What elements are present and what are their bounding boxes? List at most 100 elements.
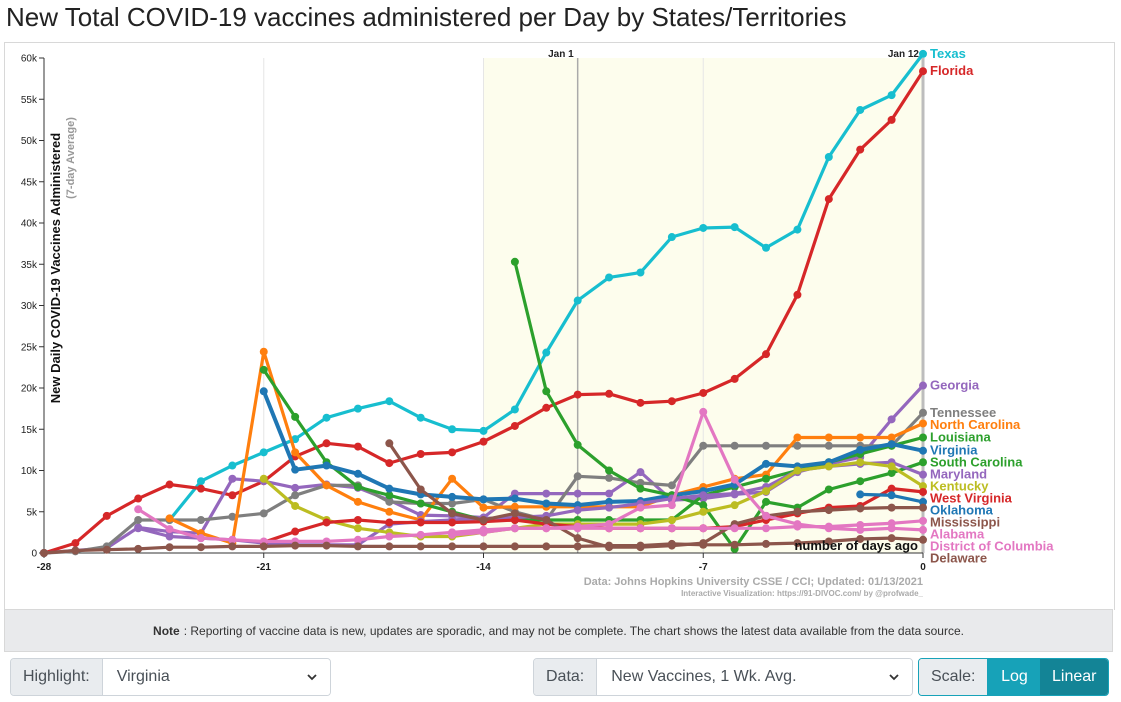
data-point: [762, 511, 771, 520]
data-point: [416, 518, 425, 527]
date-marker-label: Jan 1: [548, 49, 574, 60]
data-point: [919, 381, 927, 390]
series-label: Oklahoma: [930, 503, 994, 518]
data-point: [919, 503, 927, 512]
data-point: [385, 459, 394, 468]
data-point: [102, 545, 111, 554]
series-label: District of Columbia: [930, 539, 1054, 554]
data-point: [134, 505, 143, 514]
data-point: [730, 489, 739, 498]
data-point: [887, 484, 896, 493]
data-point: [353, 404, 362, 413]
data-point: [919, 408, 927, 417]
data-point: [385, 397, 394, 406]
data-point: [699, 507, 708, 516]
data-point: [510, 509, 519, 518]
data-point: [699, 388, 708, 397]
data-point: [919, 516, 927, 525]
data-point: [762, 474, 771, 483]
line-chart: Jan 1 Jan 12 0 5k 10k 15k 20k 25k 30k 35k 40k 45k 5…: [21, 46, 1054, 598]
data-select[interactable]: New Vaccines, 1 Wk. Avg.: [597, 659, 912, 695]
data-point: [793, 290, 802, 299]
data-point: [605, 541, 614, 550]
data-point: [573, 296, 582, 305]
data-point: [479, 528, 488, 537]
data-point: [542, 542, 551, 551]
data-point: [479, 516, 488, 524]
data-point: [510, 257, 519, 266]
data-point: [196, 516, 205, 524]
scale-linear-button[interactable]: Linear: [1040, 659, 1108, 695]
data-point: [165, 532, 174, 541]
data-point: [448, 492, 457, 501]
data-point: [228, 542, 237, 551]
data-point: [636, 398, 645, 407]
data-point: [730, 540, 739, 549]
data-point: [605, 489, 614, 498]
data-point: [510, 516, 519, 524]
data-point: [667, 233, 676, 242]
data-point: [542, 516, 551, 524]
data-point: [291, 541, 300, 550]
series-group: [40, 534, 927, 557]
series-label: Tennessee: [930, 405, 996, 420]
series-label: Louisiana: [930, 430, 991, 445]
data-point: [919, 482, 927, 491]
data-point: [196, 477, 205, 486]
data-point: [291, 412, 300, 421]
note-label: Note: [153, 623, 180, 638]
data-point: [228, 512, 237, 521]
data-point: [699, 501, 708, 510]
data-point: [259, 387, 268, 396]
data-point: [824, 462, 833, 471]
data-point: [856, 445, 865, 454]
series-label: Alabama: [930, 527, 985, 542]
y-tick-label: 20k: [21, 384, 38, 395]
highlight-select[interactable]: Virginia: [102, 659, 330, 695]
data-point: [887, 491, 896, 500]
data-point: [636, 478, 645, 487]
data-point: [605, 520, 614, 529]
data-point: [448, 530, 457, 539]
data-select-value: New Vaccines, 1 Wk. Avg.: [611, 668, 797, 685]
highlight-control: Highlight: Virginia: [10, 658, 331, 696]
data-point: [165, 480, 174, 489]
data-point: [385, 542, 394, 551]
series-label: Texas: [930, 46, 966, 61]
series-label: West Virginia: [930, 491, 1013, 506]
note-bar: Note: Reporting of vaccine data is new, …: [4, 609, 1113, 652]
y-tick-label: 30k: [21, 301, 38, 312]
data-point: [542, 348, 551, 357]
data-point: [762, 459, 771, 468]
data-point: [385, 491, 394, 500]
data-point: [416, 485, 425, 494]
credit-text: Interactive Visualization: https://91-DI…: [681, 589, 923, 598]
data-point: [322, 439, 331, 448]
data-point: [71, 539, 80, 548]
chevron-down-icon: [307, 674, 317, 681]
data-point: [887, 115, 896, 124]
x-axis-title: number of days ago: [794, 538, 918, 553]
data-point: [793, 441, 802, 450]
data-point: [667, 501, 676, 510]
data-point: [134, 524, 143, 533]
scale-log-button[interactable]: Log: [988, 659, 1041, 695]
data-point: [667, 524, 676, 533]
data-point: [165, 525, 174, 534]
y-axis-title: New Daily COVID-19 Vaccines Administered: [48, 133, 63, 404]
data-point: [667, 516, 676, 524]
data-point: [322, 481, 331, 490]
data-point: [479, 437, 488, 446]
chart-axes: 0 5k 10k 15k 20k 25k 30k 35k 40k 45k 50k 55k 60k -28 -…: [21, 54, 926, 574]
y-tick-label: 55k: [21, 95, 38, 106]
data-point: [887, 462, 896, 471]
data-point: [134, 544, 143, 553]
data-point: [605, 466, 614, 475]
data-point: [448, 425, 457, 434]
data-point: [385, 518, 394, 527]
data-point: [322, 413, 331, 422]
data-point: [605, 503, 614, 512]
data-point: [291, 501, 300, 510]
series-label: Virginia: [930, 443, 978, 458]
data-point: [510, 542, 519, 551]
